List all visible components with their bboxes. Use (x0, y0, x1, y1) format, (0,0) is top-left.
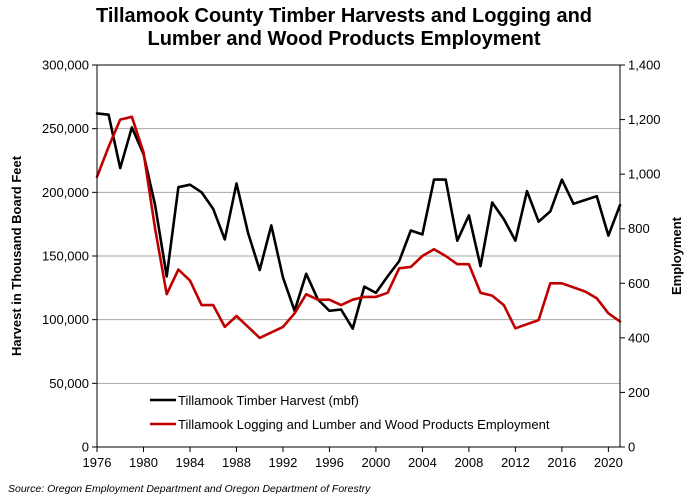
y-right-tick-label-0: 0 (628, 440, 635, 455)
y-left-tick-label-3: 150,000 (42, 249, 89, 264)
y-left-tick-label-4: 200,000 (42, 185, 89, 200)
x-tick-label-0: 1976 (83, 455, 112, 470)
legend: Tillamook Timber Harvest (mbf) Tillamook… (150, 393, 550, 432)
x-tick-label-6: 2000 (361, 455, 390, 470)
x-tick-label-5: 1996 (315, 455, 344, 470)
y-right-tick-label-3: 600 (628, 276, 650, 291)
y-right-tick-label-1: 200 (628, 385, 650, 400)
axis-ticks: 0 50,000 100,000 150,000 200,000 250,000 300,0… (42, 58, 661, 471)
y-left-tick-label-1: 50,000 (49, 376, 89, 391)
y-right-tick-label-4: 800 (628, 221, 650, 236)
series-line-employment (95, 115, 622, 340)
x-tick-label-10: 2016 (547, 455, 576, 470)
series-line-timber-harvest (95, 112, 622, 330)
y-right-tick-label-2: 400 (628, 330, 650, 345)
source-note: Source: Oregon Employment Department and… (8, 483, 371, 495)
x-tick-label-4: 1992 (268, 455, 297, 470)
x-tick-label-3: 1988 (222, 455, 251, 470)
chart-title-line-2: Lumber and Wood Products Employment (148, 28, 541, 50)
legend-label-employment: Tillamook Logging and Lumber and Wood Pr… (178, 417, 550, 432)
y-axis-left-title: Harvest in Thousand Board Feet (9, 155, 24, 356)
y-right-tick-label-5: 1,000 (628, 167, 661, 182)
y-left-tick-label-2: 100,000 (42, 312, 89, 327)
y-right-tick-label-6: 1,200 (628, 112, 661, 127)
x-tick-label-11: 2020 (594, 455, 623, 470)
y-left-tick-label-0: 0 (82, 440, 89, 455)
legend-label-harvest: Tillamook Timber Harvest (mbf) (178, 393, 359, 408)
x-tick-label-7: 2004 (408, 455, 437, 470)
x-tick-label-8: 2008 (454, 455, 483, 470)
y-right-tick-label-7: 1,400 (628, 58, 661, 73)
x-tick-label-2: 1984 (176, 455, 205, 470)
chart-title-line-1: Tillamook County Timber Harvests and Log… (96, 5, 592, 27)
y-left-tick-label-5: 250,000 (42, 121, 89, 136)
y-left-tick-label-6: 300,000 (42, 58, 89, 73)
y-axis-right-title: Employment (669, 216, 684, 295)
x-tick-label-9: 2012 (501, 455, 530, 470)
x-tick-label-1: 1980 (129, 455, 158, 470)
series-lines (95, 112, 622, 340)
gridlines (97, 128, 620, 384)
